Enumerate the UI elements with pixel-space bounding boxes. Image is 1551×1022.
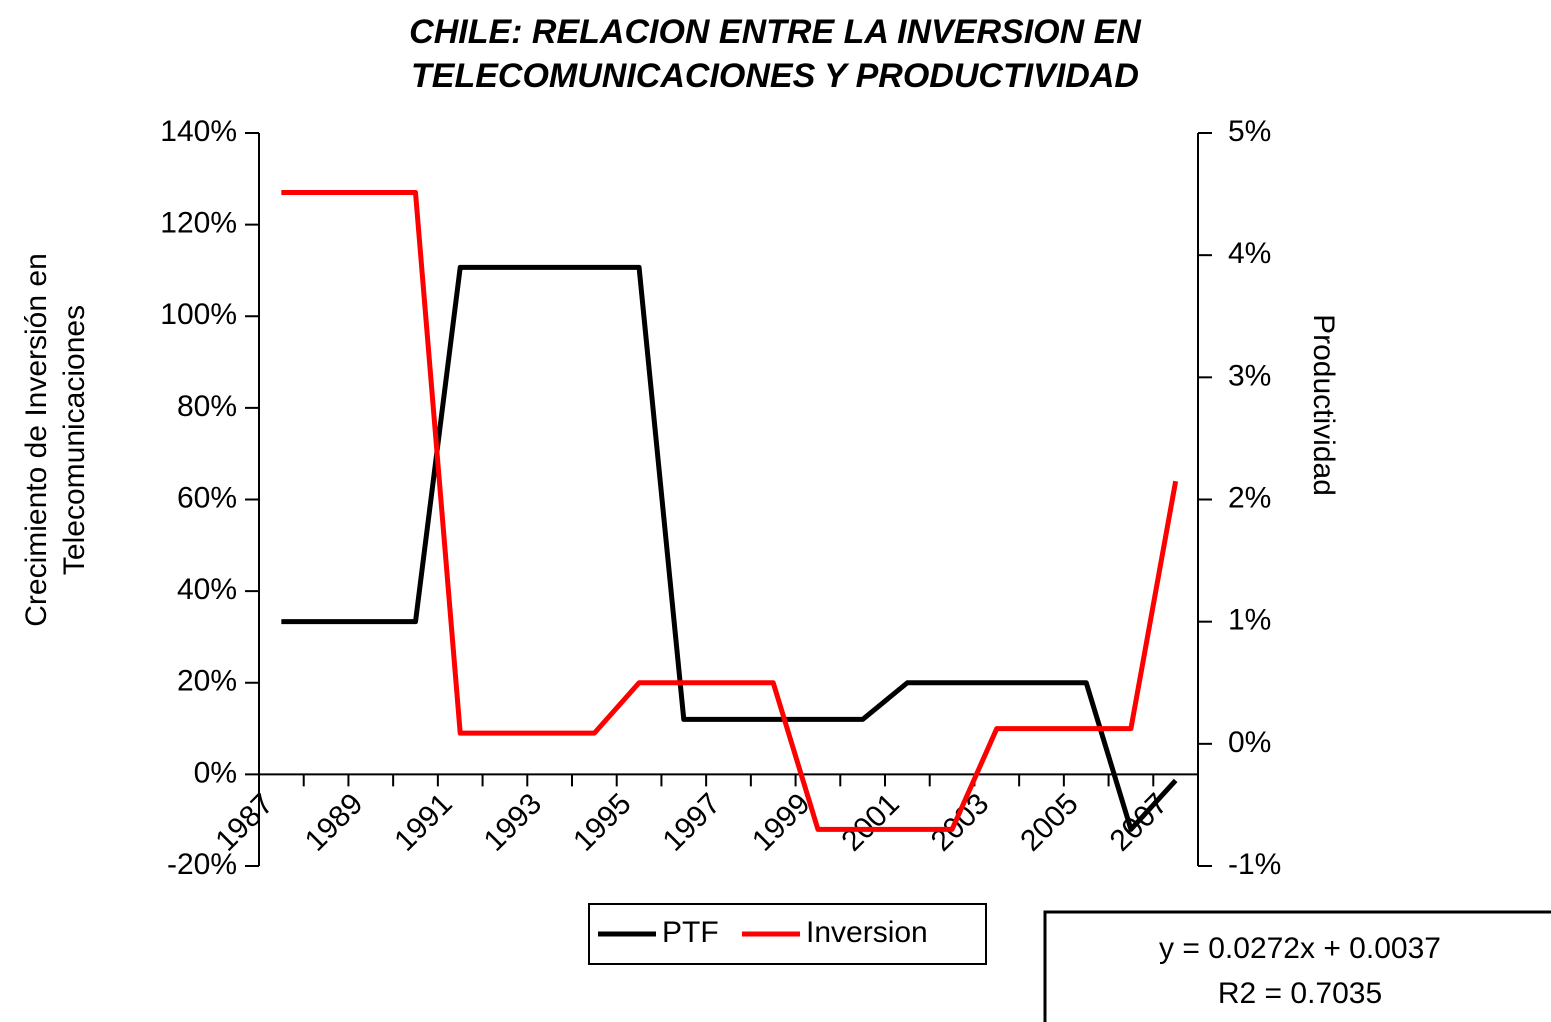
x-tick-label: 1995: [567, 787, 638, 858]
y2-tick-label: 1%: [1228, 604, 1271, 637]
y-tick-label: 60%: [177, 481, 237, 514]
x-tick-label: 2001: [835, 787, 906, 858]
x-tick-label: 2005: [1014, 787, 1085, 858]
y-tick-label: 80%: [177, 390, 237, 423]
x-tick-label: 1991: [388, 787, 459, 858]
y2-tick-label: 3%: [1228, 359, 1271, 392]
legend-label: PTF: [662, 916, 719, 949]
y2-tick-label: 5%: [1228, 115, 1271, 148]
y-axis-label: Crecimiento de Inversión en: [20, 253, 53, 627]
y2-tick-label: -1%: [1228, 848, 1281, 881]
y-tick-label: 40%: [177, 573, 237, 606]
series-line: [281, 190, 1179, 832]
y-tick-label: 100%: [160, 298, 237, 331]
legend-label: Inversion: [806, 916, 928, 949]
r-squared: R2 = 0.7035: [1218, 977, 1382, 1010]
equation-box: [1043, 910, 1551, 1022]
y-tick-label: 0%: [194, 756, 237, 789]
x-tick-label: 1993: [478, 787, 549, 858]
y2-tick-label: 0%: [1228, 726, 1271, 759]
chart-title: CHILE: RELACION ENTRE LA INVERSION EN: [409, 13, 1142, 51]
y-tick-label: 120%: [160, 207, 237, 240]
y-tick-label: 140%: [160, 115, 237, 148]
equation: y = 0.0272x + 0.0037: [1159, 932, 1441, 965]
series-line: [281, 264, 1178, 832]
y-tick-label: -20%: [167, 848, 237, 881]
y2-tick-label: 4%: [1228, 237, 1271, 270]
y2-axis-label: Productividad: [1307, 314, 1340, 496]
y2-tick-label: 2%: [1228, 481, 1271, 514]
y-axis-label: Telecomunicaciones: [58, 305, 91, 575]
x-tick-label: 2003: [925, 787, 996, 858]
x-tick-label: 1997: [657, 787, 728, 858]
chart-title: TELECOMUNICACIONES Y PRODUCTIVIDAD: [411, 57, 1139, 95]
x-tick-label: 1989: [299, 787, 370, 858]
y-tick-label: 20%: [177, 665, 237, 698]
